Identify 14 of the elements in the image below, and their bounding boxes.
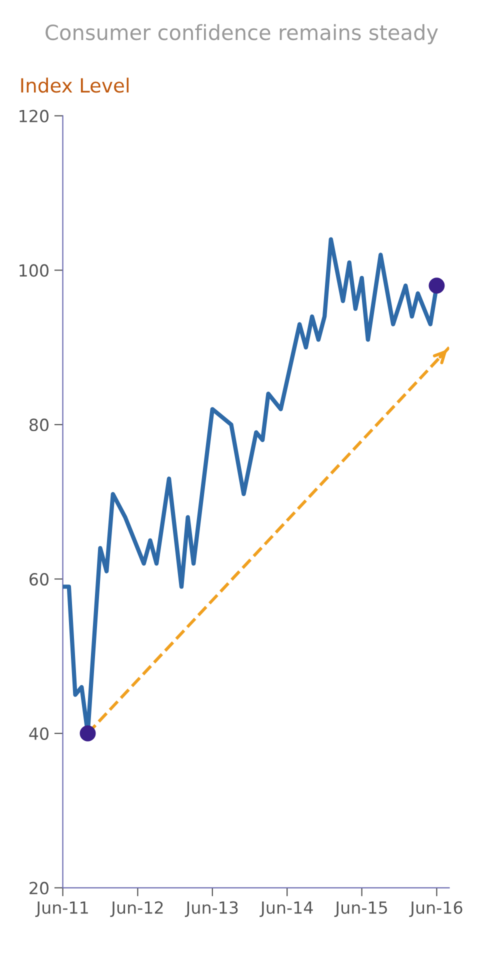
y-tick-label: 60 [30, 572, 48, 586]
x-tick-label: Jun-15 [334, 902, 387, 917]
x-tick-label: Jun-11 [35, 902, 88, 917]
y-tick-label: 80 [30, 418, 48, 432]
y-tick-label: 20 [30, 882, 48, 894]
y-tick-label: 100 [20, 264, 48, 277]
y-tick-label: 120 [20, 110, 48, 122]
x-tick-label: Jun-16 [409, 901, 462, 917]
x-tick-label: Jun-14 [260, 902, 313, 917]
y-tick-label: 40 [29, 727, 48, 740]
x-tick-label: Jun-13 [184, 901, 238, 917]
x-tick-label: Jun-12 [110, 901, 163, 917]
y-axis-title: Index Level [21, 78, 129, 93]
chart-title: Consumer confidence remains steady [46, 24, 438, 44]
